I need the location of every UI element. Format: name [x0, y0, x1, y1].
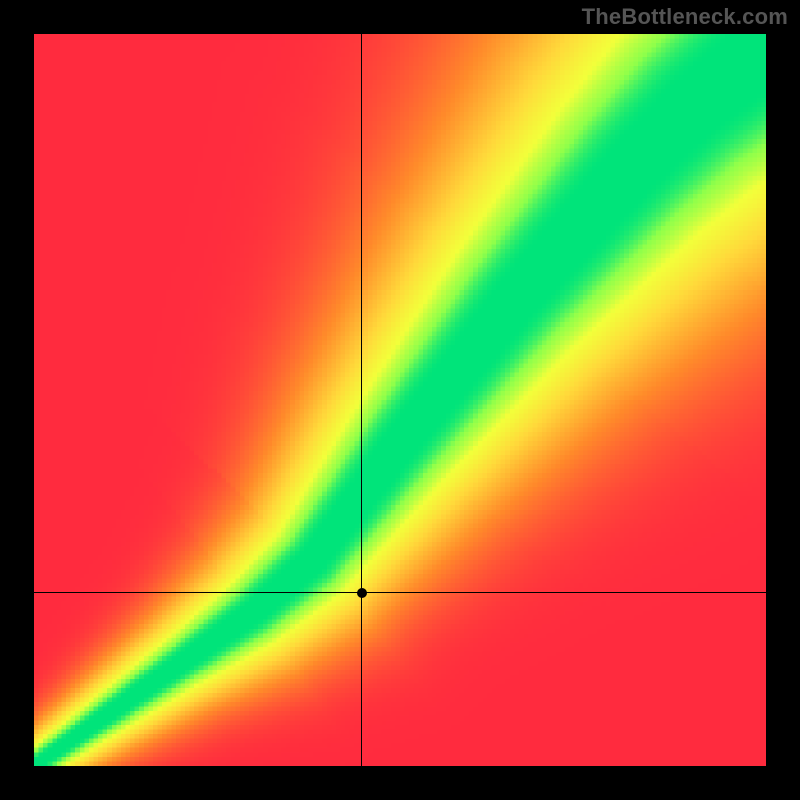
- bottleneck-heatmap: [34, 34, 766, 766]
- crosshair-vertical-line: [361, 34, 362, 766]
- watermark-text: TheBottleneck.com: [582, 4, 788, 30]
- crosshair-marker-dot: [357, 588, 367, 598]
- heatmap-canvas: [34, 34, 766, 766]
- crosshair-horizontal-line: [34, 592, 766, 593]
